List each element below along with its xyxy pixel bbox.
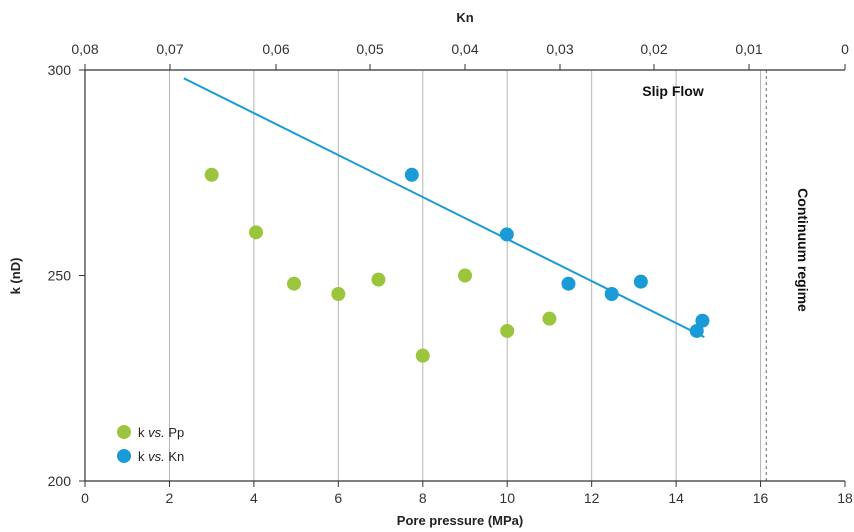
x-tick-label: 16 xyxy=(753,490,769,506)
y-axis-title: k (nD) xyxy=(8,258,23,295)
point-series-1 xyxy=(695,313,710,328)
x-tick-label: 4 xyxy=(250,490,258,506)
continuum-regime-label: Continuum regime xyxy=(795,188,811,312)
axes xyxy=(79,64,846,487)
x-tick-label: 10 xyxy=(499,490,515,506)
x-axis-title: Pore pressure (MPa) xyxy=(397,513,523,528)
x-tick-label: 8 xyxy=(419,490,427,506)
y-tick-label: 200 xyxy=(48,473,72,489)
top-tick-label: 0,08 xyxy=(71,41,98,57)
tick-labels: 0 2 4 6 8 10 12 14 16 18 0,08 0,07 0,06 0,05 0,04 0,03 0… xyxy=(48,41,853,506)
top-tick-label: 0,01 xyxy=(735,41,762,57)
legend-label-0: k vs. Pp xyxy=(138,425,184,440)
x-tick-label: 6 xyxy=(334,490,342,506)
x-tick-label: 14 xyxy=(668,490,684,506)
legend-marker-1 xyxy=(117,449,131,463)
slip-flow-label: Slip Flow xyxy=(642,83,704,99)
point-series-0 xyxy=(371,272,386,287)
top-axis-title: Kn xyxy=(456,10,473,25)
point-series-0 xyxy=(204,167,219,182)
point-series-0 xyxy=(249,225,263,240)
x-tick-label: 0 xyxy=(81,490,89,506)
legend-label-1: k vs. Kn xyxy=(138,449,184,464)
legend-marker-0 xyxy=(117,425,131,439)
top-tick-label: 0 xyxy=(841,41,849,57)
point-series-1 xyxy=(561,276,576,291)
point-series-0 xyxy=(500,323,515,338)
top-tick-label: 0,05 xyxy=(356,41,383,57)
x-tick-label: 18 xyxy=(837,490,853,506)
legend: k vs. Pp k vs. Kn xyxy=(117,425,184,464)
top-tick-label: 0,03 xyxy=(546,41,573,57)
point-series-1 xyxy=(689,323,704,338)
x-tick-label: 12 xyxy=(584,490,600,506)
point-series-0 xyxy=(331,286,346,301)
vertical-gridlines xyxy=(168,70,762,481)
x-tick-label: 2 xyxy=(166,490,174,506)
y-tick-label: 300 xyxy=(48,62,72,78)
point-series-0 xyxy=(542,311,557,326)
point-series-1 xyxy=(633,274,648,289)
top-tick-label: 0,07 xyxy=(156,41,183,57)
point-series-1 xyxy=(604,286,619,301)
top-tick-label: 0,06 xyxy=(262,41,289,57)
point-series-1 xyxy=(499,227,514,242)
top-tick-label: 0,02 xyxy=(640,41,667,57)
top-tick-label: 0,04 xyxy=(451,41,478,57)
point-series-1 xyxy=(404,167,419,182)
y-tick-label: 250 xyxy=(48,268,72,284)
trendline xyxy=(183,77,705,339)
point-series-0 xyxy=(287,276,301,291)
point-series-0 xyxy=(458,268,472,283)
point-series-0 xyxy=(415,348,430,363)
data-points xyxy=(204,167,710,363)
